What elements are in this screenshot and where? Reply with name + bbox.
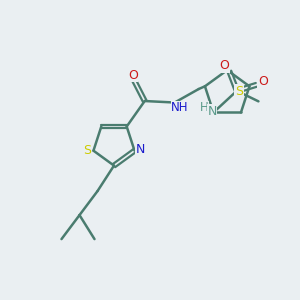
Text: O: O: [128, 69, 138, 82]
Text: O: O: [258, 75, 268, 88]
Text: S: S: [235, 85, 243, 98]
Text: NH: NH: [171, 101, 189, 114]
Text: S: S: [83, 144, 91, 157]
Text: H: H: [200, 101, 208, 115]
Text: N: N: [135, 143, 145, 156]
Text: N: N: [207, 105, 217, 118]
Text: O: O: [219, 59, 229, 73]
